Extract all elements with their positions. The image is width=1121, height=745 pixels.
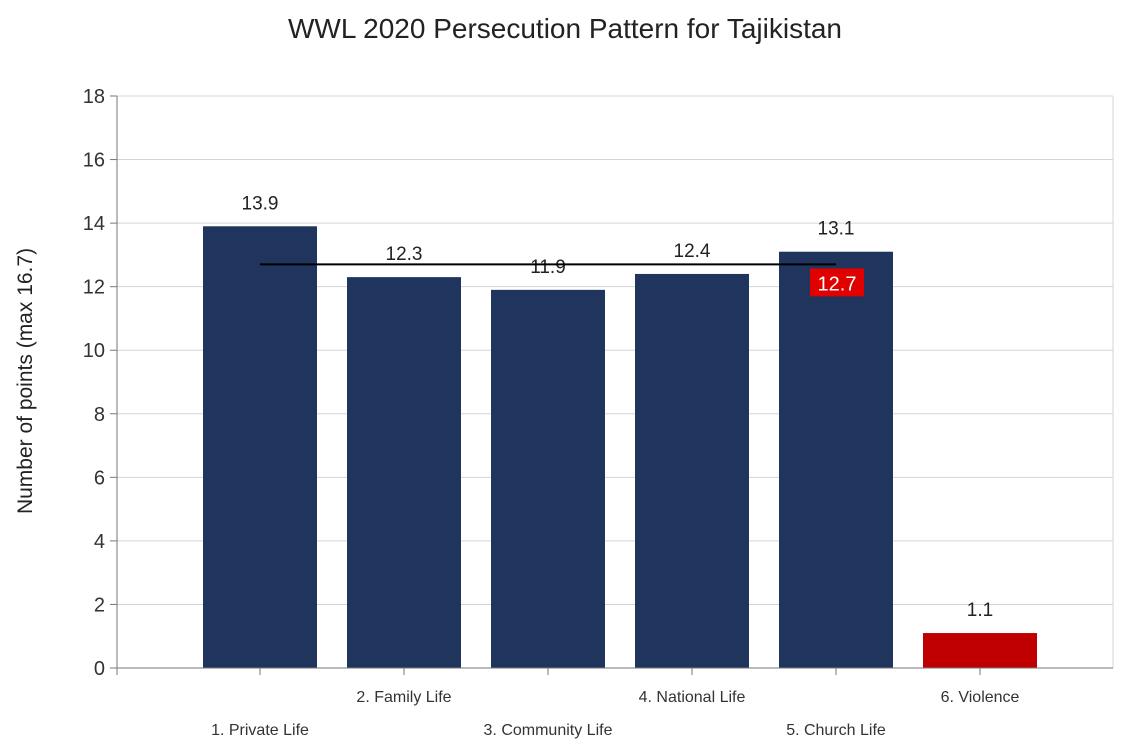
y-tick-label: 2 xyxy=(94,594,105,616)
chart-title: WWL 2020 Persecution Pattern for Tajikis… xyxy=(288,13,842,44)
y-tick-label: 8 xyxy=(94,404,105,426)
bar xyxy=(779,251,893,668)
axes xyxy=(116,96,1114,675)
y-tick-label: 4 xyxy=(94,531,105,553)
y-tick-label: 6 xyxy=(94,467,105,489)
bar xyxy=(635,273,749,668)
y-tick-label: 14 xyxy=(83,213,105,235)
bar-value-label: 12.4 xyxy=(674,241,711,262)
y-tick-label: 16 xyxy=(83,150,105,172)
bar-value-label: 12.3 xyxy=(386,244,423,265)
x-category-label: 2. Family Life xyxy=(356,689,451,706)
y-tick-label: 10 xyxy=(83,340,105,362)
y-tick-label: 12 xyxy=(83,277,105,299)
y-tick-label: 18 xyxy=(83,86,105,108)
x-category-label: 3. Community Life xyxy=(484,722,613,739)
bar xyxy=(203,226,317,669)
x-category-label: 1. Private Life xyxy=(211,722,309,739)
x-axis-categories: 1. Private Life 2. Family Life 3. Communit… xyxy=(211,689,1019,739)
y-tick-label: 0 xyxy=(94,658,105,680)
average-value-label: 12.7 xyxy=(818,273,857,295)
x-category-label: 5. Church Life xyxy=(786,722,886,739)
bar xyxy=(923,633,1037,668)
bar xyxy=(347,277,461,668)
bars xyxy=(203,226,1037,669)
average-marker: 12.7 xyxy=(260,263,864,297)
x-category-label: 6. Violence xyxy=(941,689,1020,706)
bar-value-label: 13.9 xyxy=(242,193,279,214)
y-axis-ticks: 0 2 4 6 8 10 12 14 16 18 xyxy=(83,86,117,680)
data-labels: 13.9 12.3 11.9 12.4 13.1 1.1 xyxy=(242,193,994,621)
y-axis-label: Number of points (max 16.7) xyxy=(14,248,37,514)
bar-value-label: 1.1 xyxy=(967,600,993,621)
bar xyxy=(491,289,605,668)
average-label-background xyxy=(810,268,864,297)
x-category-label: 4. National Life xyxy=(639,689,746,706)
bar-value-label: 11.9 xyxy=(530,257,566,278)
bar-value-label: 13.1 xyxy=(818,219,855,240)
